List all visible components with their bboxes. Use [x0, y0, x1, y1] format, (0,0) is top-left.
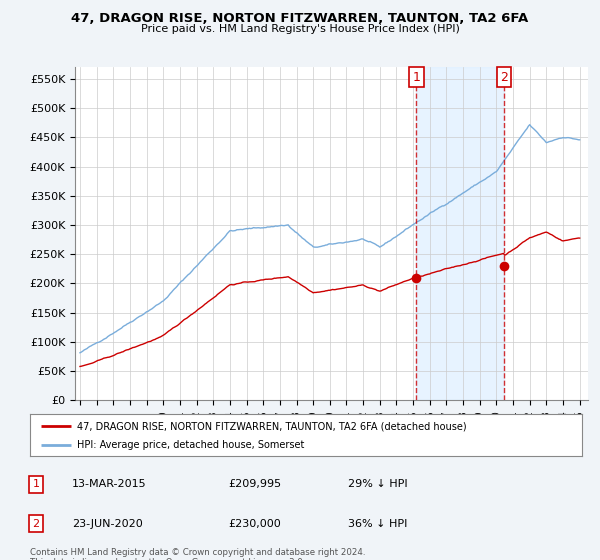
- Text: Contains HM Land Registry data © Crown copyright and database right 2024.
This d: Contains HM Land Registry data © Crown c…: [30, 548, 365, 560]
- Bar: [416, 67, 505, 400]
- Text: 29% ↓ HPI: 29% ↓ HPI: [348, 479, 407, 489]
- Text: 23-JUN-2020: 23-JUN-2020: [72, 519, 143, 529]
- Text: 1: 1: [32, 479, 40, 489]
- Text: £230,000: £230,000: [228, 519, 281, 529]
- Text: 13-MAR-2015: 13-MAR-2015: [72, 479, 146, 489]
- Text: 2: 2: [500, 71, 508, 83]
- Text: 47, DRAGON RISE, NORTON FITZWARREN, TAUNTON, TA2 6FA (detached house): 47, DRAGON RISE, NORTON FITZWARREN, TAUN…: [77, 421, 467, 431]
- Text: 1: 1: [413, 71, 421, 83]
- Text: HPI: Average price, detached house, Somerset: HPI: Average price, detached house, Some…: [77, 440, 304, 450]
- Text: 36% ↓ HPI: 36% ↓ HPI: [348, 519, 407, 529]
- Text: 47, DRAGON RISE, NORTON FITZWARREN, TAUNTON, TA2 6FA: 47, DRAGON RISE, NORTON FITZWARREN, TAUN…: [71, 12, 529, 25]
- Text: 2: 2: [32, 519, 40, 529]
- Text: £209,995: £209,995: [228, 479, 281, 489]
- Text: Price paid vs. HM Land Registry's House Price Index (HPI): Price paid vs. HM Land Registry's House …: [140, 24, 460, 34]
